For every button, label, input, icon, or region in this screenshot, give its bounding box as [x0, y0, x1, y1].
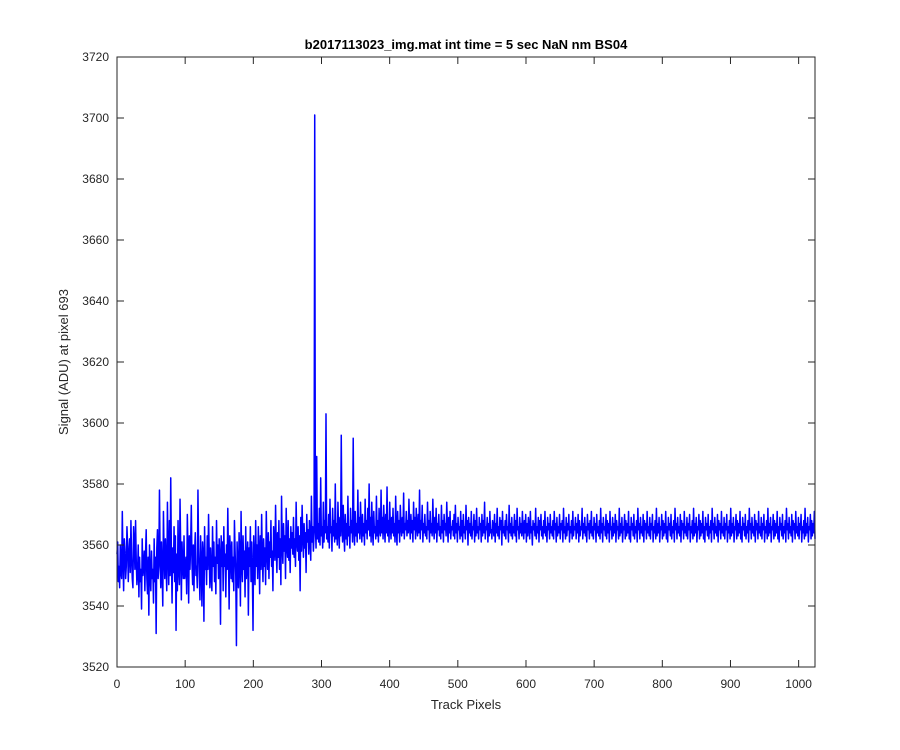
y-tick-label: 3620	[82, 355, 109, 369]
x-tick-label: 900	[720, 677, 740, 691]
y-tick-label: 3700	[82, 111, 109, 125]
y-tick-label: 3640	[82, 294, 109, 308]
x-axis-ticks: 0 100 200 300 400 500 600 700 800 900 1000	[114, 57, 812, 691]
x-tick-label: 0	[114, 677, 121, 691]
y-tick-label: 3680	[82, 172, 109, 186]
x-tick-label: 100	[175, 677, 195, 691]
y-tick-label: 3540	[82, 599, 109, 613]
x-axis-label: Track Pixels	[431, 697, 502, 712]
y-tick-label: 3580	[82, 477, 109, 491]
y-tick-label: 3560	[82, 538, 109, 552]
plot-area	[117, 57, 815, 667]
x-tick-label: 200	[243, 677, 263, 691]
y-tick-label: 3720	[82, 50, 109, 64]
series-line	[116, 114, 816, 647]
y-tick-label: 3600	[82, 416, 109, 430]
x-tick-label: 800	[652, 677, 672, 691]
x-tick-label: 400	[380, 677, 400, 691]
chart-title: b2017113023_img.mat int time = 5 sec NaN…	[305, 37, 628, 52]
x-tick-label: 500	[448, 677, 468, 691]
axes-box	[116, 56, 816, 668]
y-tick-label: 3520	[82, 660, 109, 674]
x-tick-label: 600	[516, 677, 536, 691]
y-axis-ticks: 3520 3540 3560 3580 3600 3620 3640 3660 3680 3700…	[82, 50, 815, 674]
x-tick-label: 1000	[785, 677, 812, 691]
x-tick-label: 300	[311, 677, 331, 691]
y-axis-label: Signal (ADU) at pixel 693	[56, 289, 71, 435]
x-tick-label: 700	[584, 677, 604, 691]
y-tick-label: 3660	[82, 233, 109, 247]
